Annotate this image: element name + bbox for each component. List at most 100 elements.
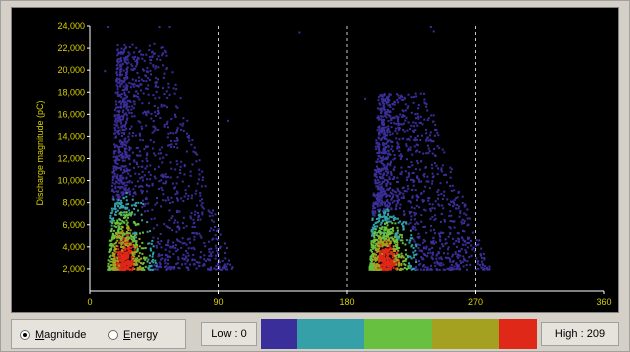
density-point — [128, 244, 131, 247]
density-core-point — [388, 242, 391, 245]
density-point — [125, 184, 128, 187]
density-point — [117, 260, 120, 263]
density-point — [108, 267, 111, 270]
density-point — [140, 247, 143, 250]
density-point — [157, 129, 160, 131]
density-point — [383, 203, 386, 206]
density-core-point — [397, 259, 400, 262]
density-core-point — [395, 234, 398, 236]
density-point — [125, 114, 128, 117]
density-point — [397, 94, 400, 97]
density-point — [117, 190, 119, 193]
density-point — [378, 215, 381, 218]
density-point — [400, 196, 403, 199]
density-point — [419, 92, 422, 95]
density-core-point — [132, 232, 135, 235]
density-point — [178, 226, 181, 229]
density-core-point — [129, 234, 132, 237]
density-core-point — [397, 255, 400, 258]
density-point — [129, 268, 131, 271]
density-core-point — [131, 235, 134, 238]
density-point — [153, 268, 156, 271]
density-point — [149, 247, 152, 250]
density-point — [383, 180, 385, 183]
density-core-point — [391, 263, 394, 266]
color-scale — [261, 319, 537, 349]
energy-radio[interactable]: Energy — [108, 329, 158, 341]
density-point — [423, 175, 426, 178]
density-point — [371, 232, 374, 235]
density-point — [180, 197, 183, 200]
density-point — [416, 175, 419, 178]
density-point — [174, 168, 177, 171]
density-point — [223, 263, 226, 266]
density-point — [122, 165, 124, 168]
density-point — [457, 240, 460, 243]
density-point — [410, 161, 413, 164]
density-point — [375, 173, 378, 176]
density-point — [415, 95, 418, 98]
density-point — [119, 85, 122, 88]
density-point — [114, 91, 117, 94]
density-point — [142, 112, 145, 115]
density-point — [162, 76, 165, 79]
magnitude-radio[interactable]: Magnitude — [20, 329, 86, 341]
density-point — [179, 172, 182, 174]
density-point — [144, 257, 147, 260]
density-core-point — [132, 243, 135, 246]
density-point — [421, 123, 424, 126]
density-point — [378, 230, 381, 233]
density-point — [463, 222, 466, 224]
density-point — [414, 113, 417, 116]
density-point — [176, 226, 179, 229]
density-point — [384, 268, 387, 271]
density-point — [461, 201, 464, 204]
density-point — [390, 198, 393, 201]
density-point — [128, 146, 131, 149]
density-point — [376, 152, 379, 154]
density-point — [440, 212, 443, 215]
density-point — [172, 241, 175, 244]
density-point — [154, 261, 157, 264]
density-point — [114, 263, 117, 266]
density-point — [114, 100, 117, 103]
density-point — [396, 199, 399, 202]
density-point — [422, 152, 425, 155]
density-core-point — [135, 261, 138, 264]
density-point — [414, 189, 417, 192]
density-point — [178, 228, 181, 231]
density-point — [122, 85, 125, 88]
density-point — [418, 151, 421, 153]
magnitude-radio-dot[interactable] — [20, 330, 30, 340]
density-point — [116, 193, 119, 196]
density-point — [116, 235, 119, 238]
density-point — [125, 127, 128, 130]
density-point — [450, 168, 453, 171]
density-point — [392, 196, 394, 198]
density-point — [140, 78, 143, 81]
density-core-point — [393, 260, 396, 263]
density-core-point — [133, 231, 136, 234]
density-point — [448, 203, 451, 206]
density-point — [135, 161, 138, 164]
density-point — [416, 144, 419, 147]
density-point — [392, 158, 395, 161]
density-point — [116, 44, 119, 47]
density-point — [141, 185, 144, 188]
density-point — [391, 216, 394, 219]
x-tick-label: 90 — [213, 297, 223, 307]
density-point — [146, 230, 149, 233]
density-point — [377, 198, 380, 201]
density-core-point — [135, 231, 138, 234]
density-point — [125, 195, 128, 198]
density-point — [126, 56, 129, 58]
density-point — [466, 268, 468, 271]
density-point — [118, 149, 120, 152]
density-point — [390, 160, 392, 163]
density-core-point — [391, 252, 394, 255]
density-point — [172, 253, 175, 256]
density-point — [164, 259, 166, 262]
density-point — [149, 249, 152, 252]
energy-radio-dot[interactable] — [108, 330, 118, 340]
density-point — [431, 182, 433, 185]
